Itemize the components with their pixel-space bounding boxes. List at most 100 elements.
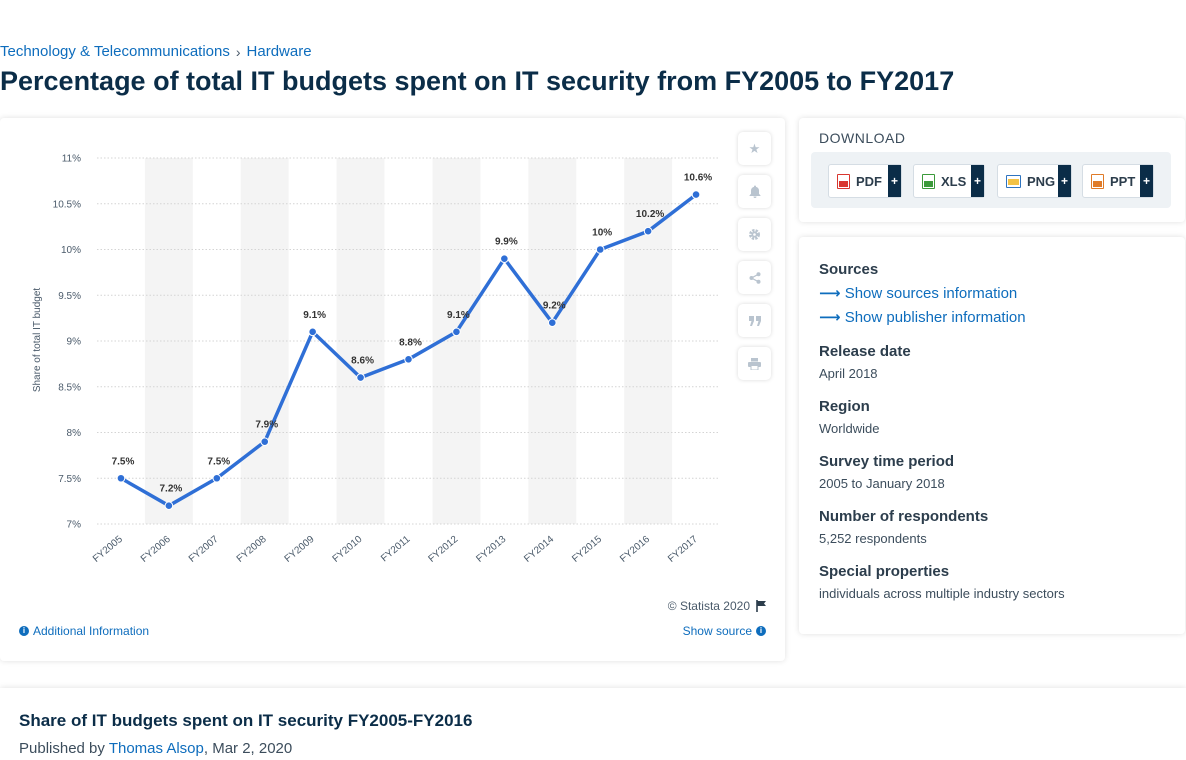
show-sources-link[interactable]: ⟶ Show sources information [819, 284, 1017, 302]
gear-icon[interactable] [738, 218, 771, 251]
published-by-label: Published by [19, 740, 105, 757]
data-point [691, 190, 701, 199]
data-point [643, 226, 653, 236]
data-label: 7.9% [255, 420, 278, 431]
pdf-file-icon [837, 173, 850, 189]
ppt-file-icon [1091, 173, 1104, 189]
respondents-heading: Number of respondents [819, 508, 989, 525]
data-point [308, 327, 317, 337]
show-publisher-link[interactable]: ⟶ Show publisher information [819, 308, 1026, 326]
breadcrumb-link-hardware[interactable]: Hardware [246, 43, 312, 60]
data-label: 7.5% [207, 456, 230, 467]
x-tick-label: FY2007 [187, 534, 221, 565]
x-tick-label: FY2017 [666, 534, 700, 565]
download-panel: DOWNLOAD PDF + XLS + PNG + PPT + [799, 118, 1185, 222]
plus-icon: + [888, 165, 901, 197]
data-label: 9.1% [303, 310, 326, 321]
y-tick-label: 7.5% [58, 474, 81, 485]
y-tick-label: 8.5% [58, 382, 81, 393]
data-label: 9.9% [495, 237, 518, 248]
download-ppt-button[interactable]: PPT + [1082, 164, 1154, 198]
special-properties-heading: Special properties [819, 563, 950, 580]
show-publisher-label: Show publisher information [844, 309, 1026, 326]
x-tick-label: FY2008 [235, 534, 269, 565]
show-source-link[interactable]: Show source i [683, 624, 766, 638]
download-png-button[interactable]: PNG + [997, 164, 1072, 198]
download-png-label: PNG [1027, 173, 1056, 189]
page-title: Percentage of total IT budgets spent on … [0, 66, 955, 96]
published-by: Published by Thomas Alsop, Mar 2, 2020 [19, 740, 292, 757]
chart-toolbar: ★ [738, 132, 771, 380]
data-label: 8.6% [351, 356, 374, 367]
flag-icon[interactable] [756, 600, 767, 612]
x-tick-label: FY2009 [283, 534, 317, 565]
data-point [500, 254, 509, 263]
data-label: 10.2% [636, 209, 664, 220]
download-buttons: PDF + XLS + PNG + PPT + [811, 152, 1171, 208]
x-tick-label: FY2015 [570, 534, 604, 565]
region-heading: Region [819, 398, 870, 415]
data-label: 8.8% [399, 337, 422, 348]
plus-icon: + [1140, 165, 1153, 197]
download-pdf-button[interactable]: PDF + [828, 164, 902, 198]
x-tick-label: FY2006 [139, 534, 173, 565]
additional-information-link[interactable]: i Additional Information [19, 624, 149, 638]
statistic-details-panel: Sources ⟶ Show sources information ⟶ Sho… [799, 237, 1185, 634]
x-tick-label: FY2010 [331, 534, 365, 565]
show-sources-label: Show sources information [844, 285, 1018, 302]
x-tick-label: FY2012 [426, 534, 460, 565]
print-icon[interactable] [738, 347, 771, 380]
data-point [452, 327, 461, 337]
share-icon[interactable] [738, 261, 771, 294]
data-point [116, 473, 126, 483]
arrow-right-icon: ⟶ [819, 309, 841, 326]
survey-period-value: 2005 to January 2018 [819, 476, 945, 491]
description-card: Share of IT budgets spent on IT security… [0, 688, 1186, 760]
plus-icon: + [971, 165, 984, 197]
star-icon[interactable]: ★ [738, 132, 771, 165]
download-ppt-label: PPT [1110, 173, 1136, 189]
png-file-icon [1006, 174, 1021, 188]
info-icon: i [756, 626, 766, 636]
bell-icon[interactable] [738, 175, 771, 208]
y-axis-label: Share of total IT budget [32, 288, 43, 393]
plus-icon: + [1058, 165, 1071, 197]
data-point [547, 318, 557, 327]
special-properties-value: individuals across multiple industry sec… [819, 586, 1065, 601]
xls-file-icon [922, 173, 935, 189]
line-chart: 7% 7.5% 8% 8.5% 9% 9.5% 10% 10.5% 11% Share of t… [32, 154, 720, 565]
quote-icon[interactable] [738, 304, 771, 337]
y-tick-label: 11% [62, 154, 81, 165]
data-label: 10% [592, 228, 612, 239]
data-label: 7.2% [159, 484, 182, 495]
download-pdf-label: PDF [856, 173, 882, 189]
breadcrumb-link-technology[interactable]: Technology & Telecommunications [0, 43, 230, 60]
author-link[interactable]: Thomas Alsop [108, 740, 204, 757]
data-label: 9.1% [447, 310, 470, 321]
chart-card: 7% 7.5% 8% 8.5% 9% 9.5% 10% 10.5% 11% Share of t… [0, 118, 785, 661]
data-label: 7.5% [112, 456, 135, 467]
x-tick-label: FY2016 [618, 534, 652, 565]
data-point [212, 473, 222, 483]
download-xls-button[interactable]: XLS + [913, 164, 985, 198]
breadcrumb-separator: › [235, 43, 241, 60]
x-tick-label: FY2005 [91, 534, 125, 565]
respondents-value: 5,252 respondents [819, 531, 927, 546]
info-icon: i [19, 626, 29, 636]
download-xls-label: XLS [941, 173, 967, 189]
data-point [164, 501, 174, 511]
data-point [595, 245, 605, 254]
y-tick-label: 7% [67, 520, 82, 531]
data-point [404, 355, 413, 364]
description-title: Share of IT budgets spent on IT security… [19, 711, 473, 730]
download-title: DOWNLOAD [819, 130, 906, 146]
y-tick-label: 9% [67, 337, 82, 348]
x-tick-label: FY2014 [522, 534, 556, 565]
data-point [260, 437, 270, 446]
release-date-value: April 2018 [819, 366, 878, 381]
publish-date: , Mar 2, 2020 [203, 740, 293, 757]
credit-text: © Statista 2020 [667, 599, 750, 613]
arrow-right-icon: ⟶ [819, 285, 841, 302]
survey-period-heading: Survey time period [819, 453, 955, 470]
y-tick-label: 10.5% [53, 199, 81, 210]
